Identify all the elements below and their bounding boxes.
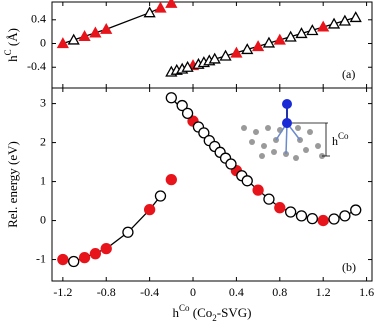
data-point — [143, 6, 156, 18]
data-point — [225, 158, 237, 170]
x-tick-label: 0.8 — [272, 285, 287, 299]
data-point — [100, 22, 113, 34]
data-point — [68, 255, 80, 268]
data-point — [338, 14, 351, 26]
data-point — [274, 202, 286, 214]
data-point — [181, 60, 194, 72]
data-point — [154, 1, 167, 13]
data-point — [78, 251, 91, 264]
data-point — [306, 24, 319, 36]
label-part: Co — [179, 303, 190, 313]
panel-label: (a) — [342, 67, 355, 81]
y-tick-label: -0.4 — [27, 59, 46, 73]
data-point — [295, 27, 308, 39]
data-point — [339, 210, 351, 222]
data-point — [198, 127, 210, 139]
data-point — [165, 0, 178, 8]
label-part: (Co — [190, 305, 213, 320]
data-point — [241, 175, 253, 187]
x-tick-label: 0.4 — [229, 285, 244, 299]
data-point — [100, 242, 112, 255]
label-part: Co — [338, 131, 349, 141]
data-point — [122, 226, 134, 238]
data-point — [219, 49, 232, 61]
data-point — [317, 20, 330, 32]
y-tick-label: 3 — [40, 95, 46, 109]
data-point — [143, 203, 156, 216]
data-point — [57, 253, 69, 266]
data-point — [327, 17, 341, 29]
x-tick-label: 1.6 — [359, 285, 374, 299]
x-tick-label: -0.4 — [140, 285, 159, 299]
data-point — [89, 26, 102, 38]
data-point — [328, 213, 340, 225]
data-point — [262, 36, 276, 48]
inset-structure — [241, 99, 330, 161]
data-point — [176, 99, 188, 112]
data-point — [208, 52, 221, 64]
data-point — [78, 30, 91, 42]
x-tick-label: -1.2 — [53, 285, 72, 299]
data-point — [252, 184, 264, 196]
y-axis-label: hC (Å) — [3, 28, 20, 62]
data-point — [263, 193, 275, 205]
label-part: (Å) — [5, 28, 20, 49]
label-part: h — [173, 305, 180, 320]
y-tick-label: 2 — [40, 134, 46, 148]
panel-frame — [51, 1, 373, 89]
data-point — [241, 43, 254, 55]
x-tick-label: -0.8 — [97, 285, 116, 299]
data-point — [349, 11, 362, 23]
x-tick-label: 0 — [190, 285, 196, 299]
x-axis-label: hCo (Co2-SVG) — [173, 303, 252, 323]
x-tick-label: 1.2 — [316, 285, 331, 299]
data-point — [295, 210, 308, 222]
panel-frame — [51, 87, 373, 282]
label-part: -SVG) — [217, 305, 252, 320]
y-tick-label: -1 — [36, 251, 46, 265]
y-tick-label: 1 — [40, 173, 46, 187]
y-tick-label: 0 — [40, 212, 46, 226]
panel-label: (b) — [342, 260, 356, 274]
label-part: C — [3, 49, 13, 55]
data-point — [306, 212, 318, 225]
data-point — [67, 33, 80, 45]
data-point — [350, 204, 362, 216]
y-tick-label: 0.4 — [31, 12, 46, 26]
data-point — [284, 30, 297, 42]
label-part: h — [5, 55, 20, 62]
data-point — [89, 248, 102, 260]
y-axis-label: Rel. energy (eV) — [5, 141, 20, 228]
inset-annotation: hCo — [332, 131, 349, 148]
data-point — [165, 173, 177, 186]
data-point — [154, 190, 167, 202]
data-point — [284, 206, 297, 218]
y-tick-label: 0 — [40, 35, 46, 49]
label-part: h — [332, 134, 338, 148]
data-point — [165, 92, 177, 104]
data-point — [230, 46, 243, 58]
data-point — [317, 214, 329, 227]
fit-line — [170, 97, 357, 222]
data-point — [56, 37, 69, 49]
data-point — [273, 33, 286, 45]
data-point — [181, 107, 194, 119]
label-part: Rel. energy (eV) — [5, 141, 20, 228]
data-point — [251, 40, 265, 52]
label-part: 2 — [212, 313, 217, 323]
